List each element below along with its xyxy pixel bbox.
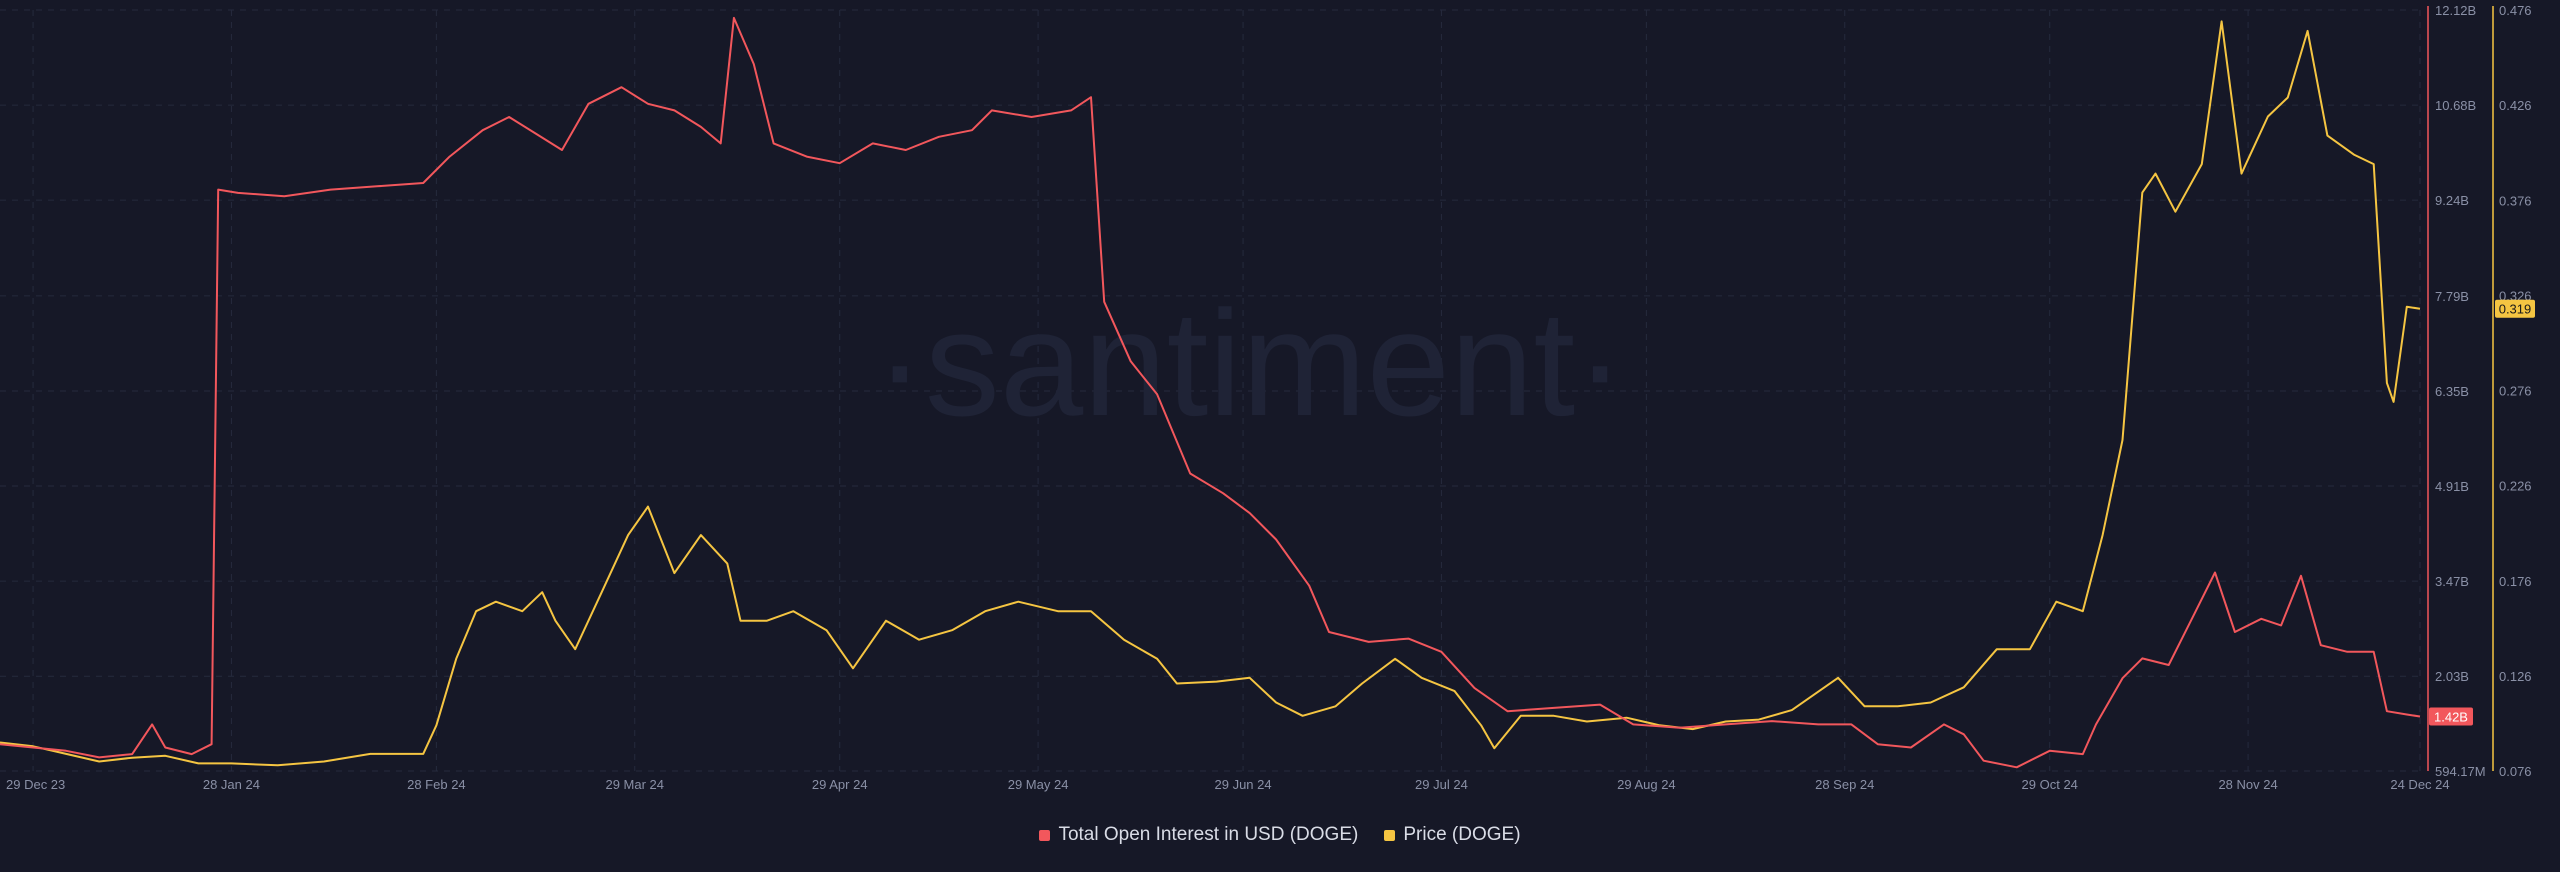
open-interest-tick-label: 6.35B — [2435, 384, 2469, 399]
x-axis: 29 Dec 23 28 Jan 24 28 Feb 24 29 Mar 24 29 A… — [6, 777, 2450, 792]
current-value-badges: 1.42B 0.319 — [2429, 299, 2535, 726]
legend-label-open-interest: Total Open Interest in USD (DOGE) — [1058, 824, 1359, 845]
price-tick-label: 0.126 — [2499, 669, 2532, 684]
x-tick-label: 28 Nov 24 — [2218, 777, 2277, 792]
legend-swatch-price-icon — [1384, 829, 1396, 841]
price-tick-label: 0.226 — [2499, 479, 2532, 494]
x-tick-label: 28 Sep 24 — [1815, 777, 1874, 792]
legend-swatch-open-interest-icon — [1039, 829, 1051, 841]
x-tick-label: 29 Jun 24 — [1215, 777, 1272, 792]
price-tick-label: 0.326 — [2499, 288, 2532, 303]
x-tick-label: 24 Dec 24 — [2390, 777, 2449, 792]
price-current-value: 0.319 — [2499, 302, 2532, 317]
x-tick-label: 29 Mar 24 — [605, 777, 664, 792]
right-axis: 0.076 0.126 0.176 0.226 0.276 0.326 0.376 0.426… — [2492, 3, 2532, 779]
legend: Total Open Interest in USD (DOGE) Price … — [0, 820, 2560, 850]
open-interest-tick-label: 9.24B — [2435, 193, 2469, 208]
legend-item-open-interest[interactable]: Total Open Interest in USD (DOGE) — [1039, 824, 1358, 846]
x-tick-label: 29 Dec 23 — [6, 777, 65, 792]
x-tick-label: 29 Aug 24 — [1617, 777, 1676, 792]
x-tick-label: 28 Feb 24 — [407, 777, 466, 792]
x-tick-label: 29 Oct 24 — [2022, 777, 2078, 792]
grid-lines — [0, 9, 2421, 772]
legend-label-price: Price (DOGE) — [1403, 824, 1521, 845]
left-axis: 594.17M 2.03B 3.47B 4.91B 6.35B 7.79B 9.24B 10.… — [2427, 3, 2486, 779]
open-interest-series-line — [0, 16, 2421, 769]
open-interest-tick-label: 10.68B — [2435, 98, 2476, 113]
open-interest-tick-label: 7.79B — [2435, 289, 2469, 304]
open-interest-current-badge — [2429, 707, 2473, 726]
price-tick-label: 0.176 — [2499, 574, 2532, 589]
open-interest-tick-label: 594.17M — [2435, 764, 2486, 779]
price-tick-label: 0.276 — [2499, 384, 2532, 399]
price-tick-label: 0.426 — [2499, 98, 2532, 113]
x-tick-label: 29 Jul 24 — [1415, 777, 1468, 792]
x-tick-label: 29 May 24 — [1008, 777, 1069, 792]
open-interest-tick-label: 3.47B — [2435, 574, 2469, 589]
price-series-line — [0, 20, 2421, 767]
open-interest-current-value: 1.42B — [2434, 709, 2468, 724]
price-tick-label: 0.076 — [2499, 764, 2532, 779]
legend-item-price[interactable]: Price (DOGE) — [1384, 824, 1521, 846]
price-current-badge — [2495, 299, 2535, 318]
open-interest-tick-label: 2.03B — [2435, 669, 2469, 684]
santiment-watermark: ·santiment· — [875, 279, 1625, 447]
x-tick-label: 28 Jan 24 — [203, 777, 260, 792]
price-tick-label: 0.376 — [2499, 193, 2532, 208]
open-interest-tick-label: 4.91B — [2435, 479, 2469, 494]
price-tick-label: 0.476 — [2499, 3, 2532, 18]
series-layer — [0, 16, 2421, 769]
x-tick-label: 29 Apr 24 — [812, 777, 868, 792]
open-interest-tick-label: 12.12B — [2435, 3, 2476, 18]
